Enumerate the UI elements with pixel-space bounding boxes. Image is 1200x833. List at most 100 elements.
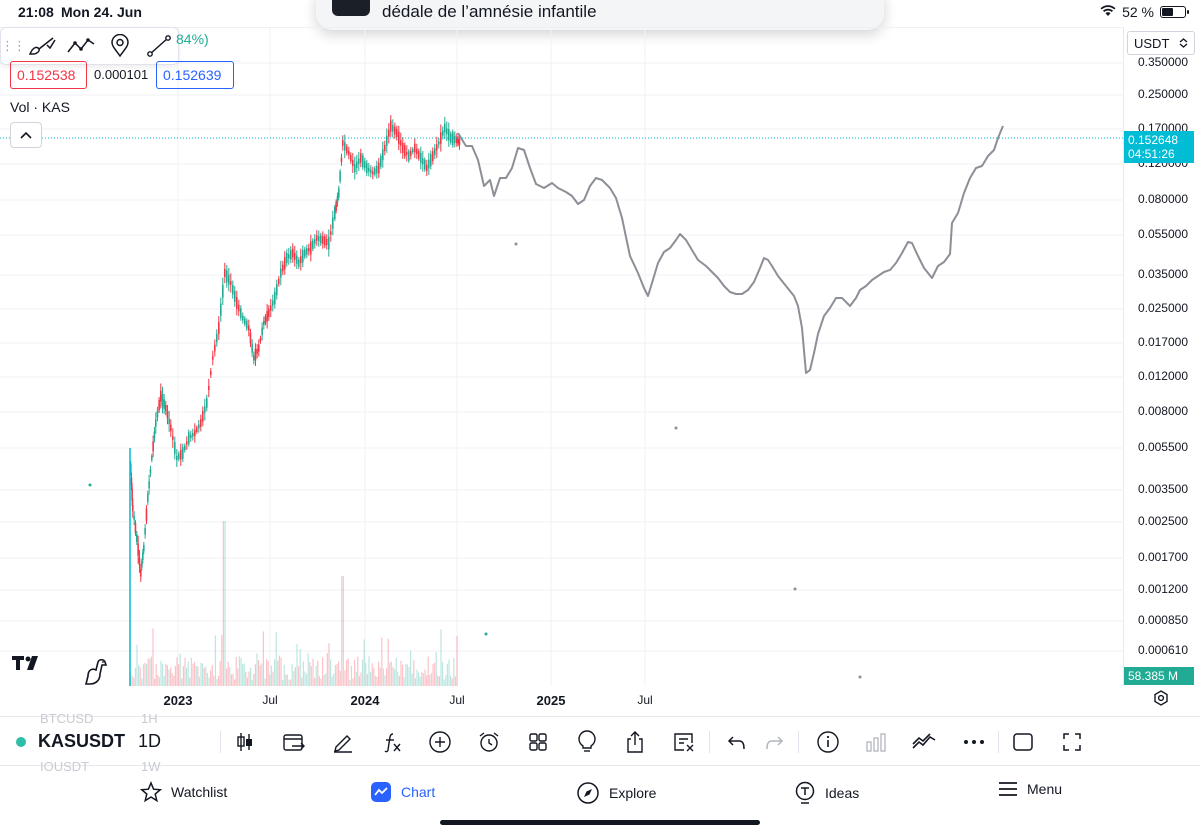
candle-body <box>266 311 268 322</box>
candle-body <box>350 154 352 162</box>
volume-bar <box>162 663 164 686</box>
buy-price-button[interactable]: 0.152639 <box>156 61 234 89</box>
tab-watchlist[interactable]: Watchlist <box>140 781 227 803</box>
tab-menu[interactable]: Menu <box>998 781 1062 797</box>
chart-pane[interactable] <box>0 27 1124 686</box>
candle-body <box>282 264 284 272</box>
drawing-toolbar[interactable]: ⋮⋮ <box>0 27 179 65</box>
volume-bar <box>205 666 207 686</box>
currency-select[interactable]: USDT <box>1127 31 1195 55</box>
ideas-bulb-icon[interactable] <box>574 729 600 755</box>
drag-handle-icon[interactable]: ⋮⋮ <box>1 38 26 53</box>
brush-icon[interactable] <box>23 28 62 64</box>
volume-bar <box>317 660 319 686</box>
volume-bar <box>283 664 285 686</box>
candle-body <box>442 130 444 136</box>
volume-bar <box>267 661 269 686</box>
chevron-up-icon <box>20 131 32 139</box>
candle-body <box>384 144 386 152</box>
volume-bar <box>174 665 176 686</box>
volume-bar <box>390 661 392 686</box>
volume-bar <box>326 653 328 686</box>
volume-bar <box>434 662 436 686</box>
prev-symbol[interactable]: BTCUSD <box>40 711 94 726</box>
symbol-name[interactable]: KASUSDT <box>38 731 126 751</box>
volume-bar <box>258 660 260 686</box>
info-icon[interactable] <box>815 729 841 755</box>
notification-banner[interactable]: dédale de l’amnésie infantile <box>316 0 884 30</box>
objects-icon[interactable] <box>671 729 697 755</box>
tab-chart[interactable]: Chart <box>370 781 435 803</box>
volume-bar <box>421 672 423 686</box>
volume-bar <box>170 667 172 686</box>
candle-body <box>222 284 224 298</box>
candle-body <box>149 469 152 474</box>
price-axis[interactable]: 0.350000 0.250000 0.170000 0.120000 0.080000… <box>1125 27 1200 685</box>
volume-bar <box>405 664 407 686</box>
candle-body <box>259 338 262 342</box>
expand-icon[interactable] <box>1059 729 1085 755</box>
redo-icon[interactable] <box>761 729 787 755</box>
alert-icon[interactable] <box>476 729 502 755</box>
volume-bar <box>446 664 448 686</box>
time-axis[interactable]: 2023 Jul 2024 Jul 2025 Jul <box>0 686 1124 716</box>
tab-ideas[interactable]: Ideas <box>794 781 859 805</box>
volume-bar <box>134 667 136 686</box>
collapse-legend-button[interactable] <box>10 122 42 148</box>
candle-body <box>136 534 138 542</box>
volume-bar <box>184 657 186 686</box>
share-icon[interactable] <box>622 729 648 755</box>
interval-button[interactable]: 1D <box>138 731 162 751</box>
indicators-icon[interactable] <box>379 729 405 755</box>
home-indicator[interactable] <box>440 820 760 825</box>
price-axis-label: 0.000610 <box>1137 643 1188 657</box>
undo-icon[interactable] <box>724 729 750 755</box>
fullscreen-window-icon[interactable] <box>1010 729 1036 755</box>
volume-bar <box>346 660 348 686</box>
volume-bar <box>299 649 301 686</box>
candle-body <box>249 332 252 344</box>
volume-bar <box>395 657 397 686</box>
tab-explore[interactable]: Explore <box>576 781 656 805</box>
volume-bar <box>398 675 400 686</box>
volume-bar <box>365 663 367 686</box>
candle-body <box>338 188 340 198</box>
volume-bar <box>432 664 434 686</box>
draw-icon[interactable] <box>330 729 356 755</box>
candle-body <box>310 241 312 255</box>
volume-legend[interactable]: Vol · KAS <box>10 99 70 115</box>
add-icon[interactable] <box>427 729 453 755</box>
candle-body <box>151 456 153 460</box>
volume-bar <box>214 635 216 686</box>
volume-bar <box>200 662 202 686</box>
compare-icon[interactable] <box>281 729 307 755</box>
volume-bar <box>234 679 236 686</box>
layouts-icon[interactable] <box>525 729 551 755</box>
candle-body <box>156 410 159 418</box>
price-chart[interactable] <box>0 28 1124 686</box>
next-symbol[interactable]: IOUSDT <box>40 759 90 774</box>
volume-bar <box>397 671 399 686</box>
pin-icon[interactable] <box>101 28 140 64</box>
more-icon[interactable] <box>961 729 987 755</box>
volume-bar <box>304 671 306 686</box>
price-axis-label: 0.000850 <box>1137 613 1188 627</box>
candle-body <box>182 447 184 459</box>
volume-bar <box>330 659 332 686</box>
replay-icon[interactable] <box>911 729 937 755</box>
chart-settings-icon[interactable] <box>1153 690 1169 711</box>
volume-bar <box>272 671 274 686</box>
candle-body <box>206 398 208 408</box>
trend-icon[interactable] <box>62 28 101 64</box>
volume-bar <box>202 663 204 686</box>
volume-bar <box>195 666 197 686</box>
candle-body <box>272 300 274 306</box>
volume-bar <box>211 665 213 686</box>
chevron-updown-icon <box>1179 38 1188 48</box>
sell-price-button[interactable]: 0.152538 <box>10 61 87 89</box>
volume-bars-icon[interactable] <box>863 729 889 755</box>
next-symbol-interval: 1W <box>141 759 161 774</box>
volume-bar <box>138 664 140 686</box>
candles-icon[interactable] <box>232 729 258 755</box>
line-icon[interactable] <box>139 28 178 64</box>
